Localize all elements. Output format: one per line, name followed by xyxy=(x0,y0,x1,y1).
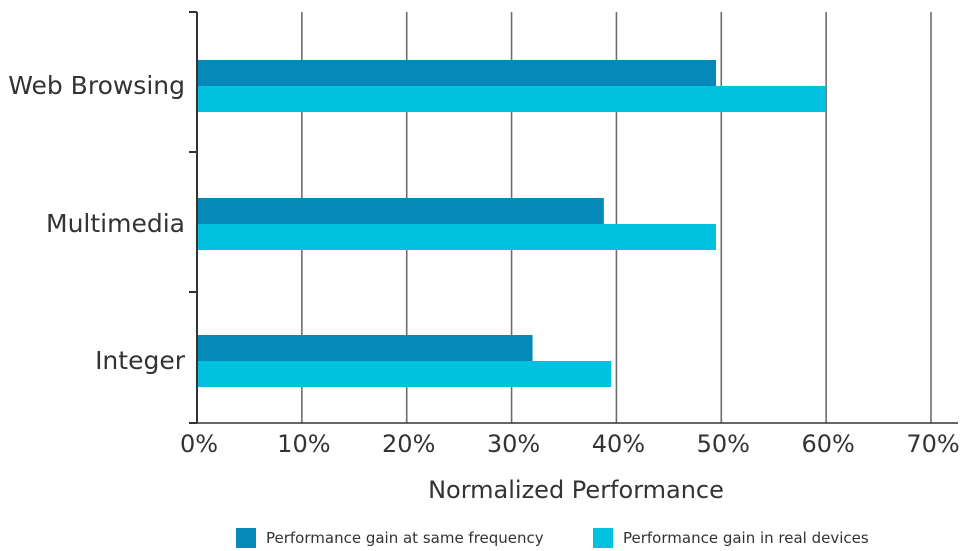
x-tick-label: 40% xyxy=(592,430,645,458)
x-tick-label: 70% xyxy=(906,430,959,458)
bar xyxy=(197,335,533,361)
legend-swatch xyxy=(593,528,613,548)
legend-swatch xyxy=(236,528,256,548)
bar xyxy=(197,224,717,250)
x-axis-title: Normalized Performance xyxy=(428,476,724,504)
axes xyxy=(189,11,958,424)
bar xyxy=(197,361,612,387)
category-label: Integer xyxy=(95,346,186,375)
x-tick-label: 30% xyxy=(487,430,540,458)
x-tick-label: 20% xyxy=(382,430,435,458)
bar xyxy=(197,198,604,224)
bar xyxy=(197,86,827,112)
bar xyxy=(197,60,717,86)
x-tick-label: 0% xyxy=(180,430,218,458)
legend-label: Performance gain in real devices xyxy=(623,529,869,547)
category-labels: Web Browsing Multimedia Integer xyxy=(8,71,185,375)
x-tick-labels: 0% 10% 20% 30% 40% 50% 60% 70% xyxy=(180,430,960,458)
category-label: Web Browsing xyxy=(8,71,185,100)
legend: Performance gain at same frequency Perfor… xyxy=(236,528,869,548)
x-tick-label: 50% xyxy=(697,430,750,458)
x-tick-label: 60% xyxy=(801,430,854,458)
x-tick-label: 10% xyxy=(277,430,330,458)
bars xyxy=(197,60,827,387)
legend-label: Performance gain at same frequency xyxy=(266,529,544,547)
category-label: Multimedia xyxy=(46,209,185,238)
